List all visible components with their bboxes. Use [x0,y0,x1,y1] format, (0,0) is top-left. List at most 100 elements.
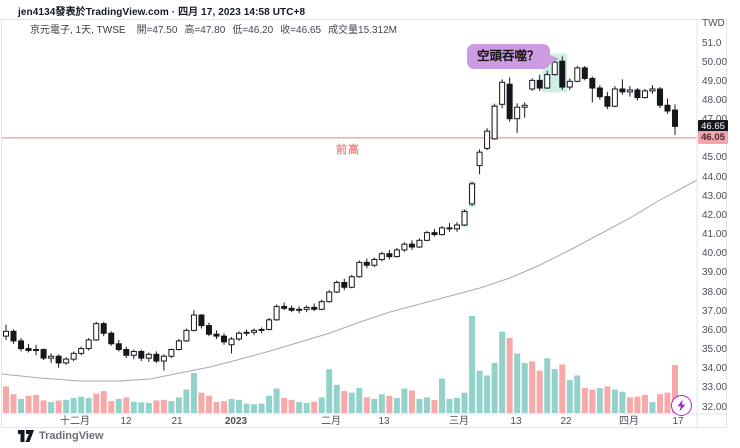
volume-bar [386,395,393,413]
candle-body [341,281,348,288]
candle-body [461,211,468,226]
volume-bar [243,403,250,413]
volume-bar [228,398,235,413]
candle-body [446,227,453,230]
tradingview-logo-text: TradingView [39,430,104,442]
volume-bar [514,353,521,413]
ohlc-close: 收=46.65 [280,25,322,36]
candle-body [213,333,220,337]
candle-body [454,224,461,230]
lightning-bolt-icon [677,399,686,412]
volume-bar [258,403,265,413]
candle-body [386,253,393,258]
time-axis-label: 四月 [619,416,639,427]
price-axis-currency: TWD [702,18,725,29]
candle-body [664,104,671,112]
price-tick-label: 43.00 [702,190,728,202]
volume-bar [408,390,415,413]
volume-bar [634,396,641,413]
candle-body [205,325,212,335]
candle-body [168,349,175,357]
candle-body [190,314,197,331]
time-axis-label: 21 [171,416,183,427]
symbol-title: 京元電子, 1天, TWSE [30,25,126,36]
candle-body [220,335,227,343]
candle-body [581,67,588,79]
volume-bar [48,402,55,413]
volume-bar [559,364,566,413]
price-tick-label: 41.00 [702,229,728,241]
candle-body [153,353,160,362]
ohlc-low: 低=46.20 [232,25,274,36]
time-axis-label: 22 [560,416,572,427]
volume-bar [318,397,325,413]
annotation-bubble: 空頭吞噬？ [467,44,558,69]
candle-body [469,183,476,205]
candle-body [228,338,235,346]
candle-body [566,80,573,88]
attribution-bar[interactable]: jen4134發表於TradingView.com · 四月 17, 2023 … [18,7,306,18]
volume-bar [393,397,400,413]
volume-bar [220,401,227,413]
price-tick-label: 40.00 [702,248,728,260]
candle-body [303,306,310,310]
candle-body [431,232,438,236]
volume-bar [115,398,122,413]
candle-body [641,90,648,99]
volume-bar [108,401,115,413]
volume-bar [454,397,461,413]
volume-bar [213,402,220,413]
candle-body [589,77,596,89]
candle-body [649,88,656,92]
candle-body [672,109,679,127]
price-tick-label: 42.00 [702,209,728,221]
time-axis-label: 十二月 [60,416,90,427]
tradingview-logo-row[interactable]: TradingView [18,430,104,442]
time-axis-label: 三月 [449,416,469,427]
volume-bar [416,398,423,413]
candle-body [281,305,288,309]
candle-body [536,79,543,89]
candle-body [175,340,182,351]
volume-bar [521,362,528,413]
volume-bar [529,361,536,413]
volume-bar [266,395,273,413]
candle-body [273,305,280,321]
candle-body [371,258,378,266]
volume-bar [273,388,280,413]
candle-body [243,331,250,334]
volume-bar [499,331,506,413]
candle-body [656,88,663,106]
candle-body [78,348,85,354]
tradingview-logo-icon [18,430,34,442]
candle-body [115,343,122,351]
boost-icon[interactable] [671,395,692,416]
volume-bar [589,389,596,413]
candle-body [408,243,415,248]
candle-body [258,328,265,331]
candle-body [251,329,258,333]
candle-body [423,232,430,241]
candle-body [40,349,47,359]
candle-body [85,339,92,350]
candle-body [393,249,400,258]
volume-bar [55,400,62,413]
candle-body [296,308,303,311]
volume-value: 成交量15.312M [328,25,397,36]
volume-bar [378,394,385,413]
volume-bar [401,388,408,413]
volume-bar [536,370,543,413]
volume-bar [672,365,679,413]
candle-body [476,151,483,167]
volume-bar [198,392,205,413]
volume-bar [551,369,558,413]
candle-body [138,350,145,359]
candle-body [236,332,243,340]
volume-bar [491,362,498,413]
candle-body [506,83,513,120]
ohlc-high: 高=47.80 [184,25,226,36]
candle-body [25,348,32,351]
candle-body [108,332,115,345]
volume-bar [78,396,85,413]
